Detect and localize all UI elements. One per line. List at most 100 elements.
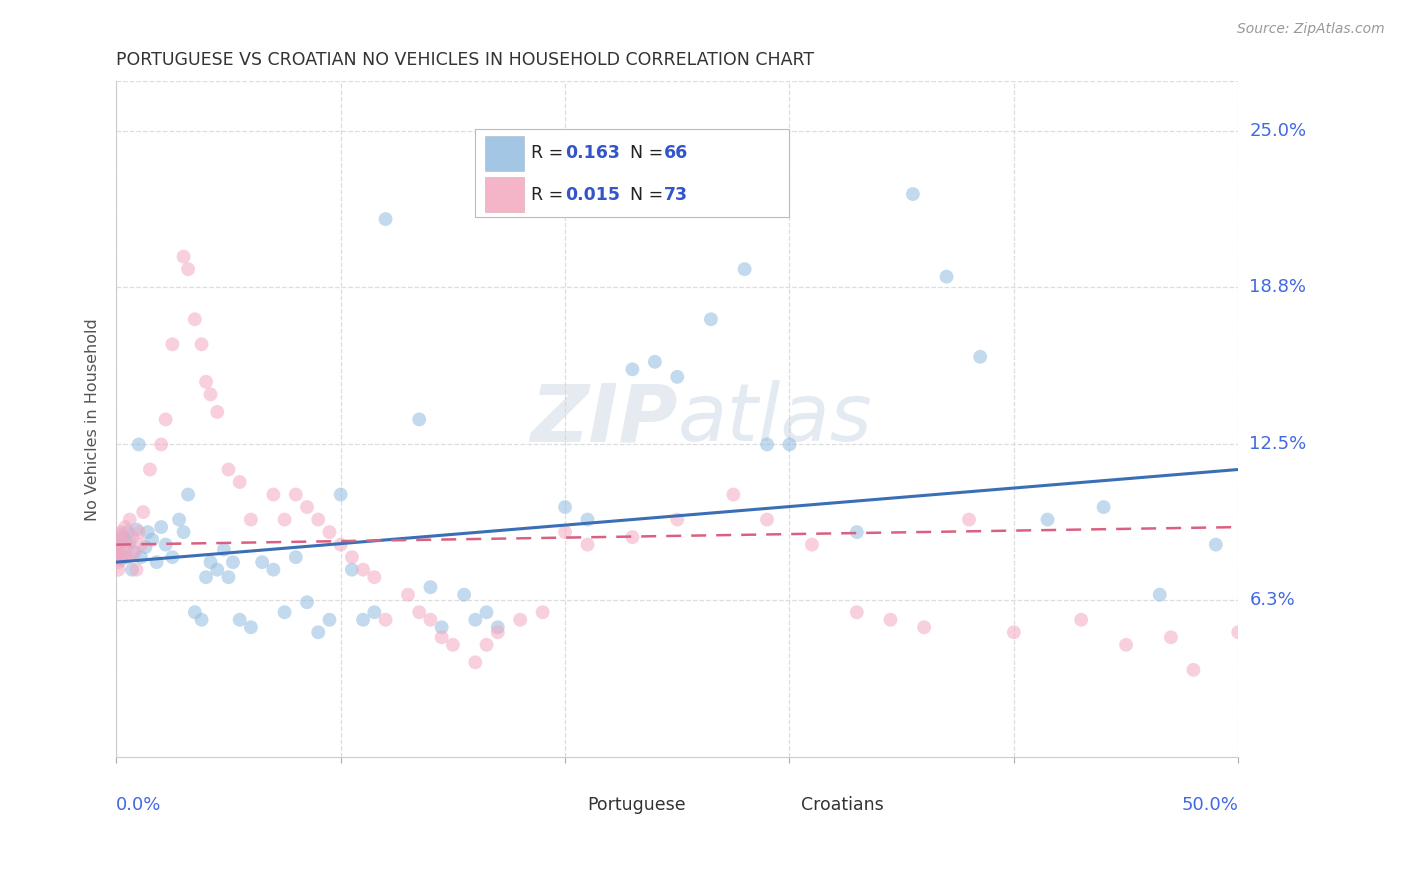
Point [756,437,779,451]
Point [396,588,419,602]
Point [228,475,250,489]
Point [107,538,129,552]
Text: 0.163: 0.163 [565,145,620,162]
Text: 25.0%: 25.0% [1250,122,1306,140]
Point [430,630,453,644]
Point [125,523,148,537]
Point [145,555,167,569]
Text: PORTUGUESE VS CROATIAN NO VEHICLES IN HOUSEHOLD CORRELATION CHART: PORTUGUESE VS CROATIAN NO VEHICLES IN HO… [117,51,814,69]
FancyBboxPatch shape [475,128,790,217]
Point [509,613,531,627]
Point [1227,625,1250,640]
Point [912,620,935,634]
Point [969,350,991,364]
Point [167,512,190,526]
Point [107,545,129,559]
Point [217,570,239,584]
Point [374,212,396,227]
Point [935,269,957,284]
Point [845,525,868,540]
Point [621,362,644,376]
Point [207,405,229,419]
Point [441,638,464,652]
Text: Source: ZipAtlas.com: Source: ZipAtlas.com [1237,22,1385,37]
Point [419,613,441,627]
Y-axis label: No Vehicles in Household: No Vehicles in Household [86,318,100,521]
Point [190,337,212,351]
Point [217,462,239,476]
Text: Croatians: Croatians [800,796,883,814]
Point [155,412,177,426]
Point [666,512,689,526]
Point [118,535,141,549]
Point [195,570,218,584]
Point [307,625,329,640]
Point [150,437,173,451]
FancyBboxPatch shape [540,789,585,821]
Point [200,387,222,401]
Text: 0.0%: 0.0% [117,797,162,814]
Point [118,512,141,526]
Point [621,530,644,544]
Point [177,487,200,501]
Point [318,525,340,540]
Text: N =: N = [619,186,669,203]
Point [1070,613,1092,627]
Point [228,613,250,627]
Point [1205,538,1227,552]
Point [295,595,318,609]
Point [134,540,156,554]
Text: 12.5%: 12.5% [1250,435,1306,453]
Point [554,500,576,514]
Point [723,487,745,501]
Point [779,437,801,451]
Point [125,563,148,577]
Point [453,588,475,602]
Point [122,545,145,559]
Point [107,555,129,569]
Point [105,542,128,557]
Point [111,550,134,565]
Point [107,563,129,577]
Text: N =: N = [619,145,669,162]
Point [239,512,262,526]
Point [340,550,363,565]
Point [200,555,222,569]
Point [1092,500,1115,514]
Point [129,538,152,552]
Point [117,525,139,540]
Point [644,355,666,369]
Text: 73: 73 [664,186,688,203]
Point [110,552,132,566]
Point [150,520,173,534]
Point [114,550,136,565]
Point [576,538,599,552]
Point [262,563,284,577]
Point [141,533,163,547]
Point [155,538,177,552]
Point [121,530,143,544]
Point [111,538,134,552]
Point [105,550,128,565]
Point [419,580,441,594]
Point [340,563,363,577]
Point [273,605,295,619]
Point [262,487,284,501]
Point [111,530,134,544]
Text: R =: R = [531,186,569,203]
Text: 18.8%: 18.8% [1250,277,1306,295]
Point [1149,588,1171,602]
Point [105,538,128,552]
Point [239,620,262,634]
Point [408,412,430,426]
Point [486,620,509,634]
FancyBboxPatch shape [485,178,523,212]
Point [184,312,207,326]
Point [110,525,132,540]
Point [273,512,295,526]
Point [222,555,245,569]
Point [1182,663,1205,677]
Point [318,613,340,627]
Point [122,545,145,559]
Point [464,613,486,627]
